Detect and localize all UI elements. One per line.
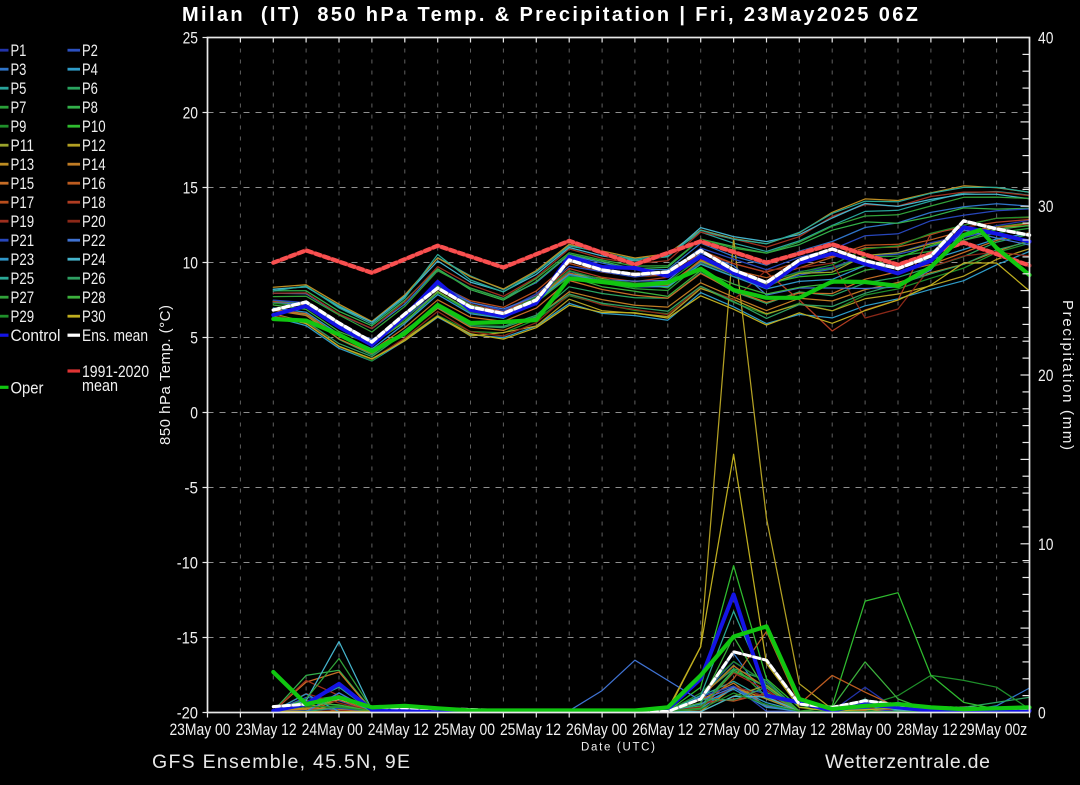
svg-text:25: 25 xyxy=(183,30,198,48)
svg-text:Milan (IT) 850 hPa Temp. & P: Milan (IT) 850 hPa Temp. & Precipitation… xyxy=(182,4,918,26)
svg-text:15: 15 xyxy=(183,180,198,198)
svg-text:P6: P6 xyxy=(82,80,98,98)
svg-text:0: 0 xyxy=(190,405,198,423)
svg-text:P12: P12 xyxy=(82,137,106,155)
svg-text:10: 10 xyxy=(183,255,198,273)
svg-text:Precipitation (mm): Precipitation (mm) xyxy=(1059,300,1076,450)
svg-text:P29: P29 xyxy=(11,308,35,326)
svg-text:26May 00: 26May 00 xyxy=(566,721,627,739)
svg-text:27May 12: 27May 12 xyxy=(764,721,825,739)
svg-text:P17: P17 xyxy=(11,194,35,212)
svg-text:P7: P7 xyxy=(11,99,27,117)
svg-text:P5: P5 xyxy=(11,80,27,98)
svg-text:-15: -15 xyxy=(177,630,198,648)
svg-text:P4: P4 xyxy=(82,61,98,79)
svg-text:P24: P24 xyxy=(82,251,106,269)
svg-text:24May 12: 24May 12 xyxy=(368,721,429,739)
svg-text:1991-2020: 1991-2020 xyxy=(82,363,149,381)
svg-text:P1: P1 xyxy=(11,42,27,60)
svg-text:23May 12: 23May 12 xyxy=(236,721,297,739)
svg-text:Control: Control xyxy=(11,327,61,345)
svg-text:GFS Ensemble, 45.5N, 9E: GFS Ensemble, 45.5N, 9E xyxy=(152,751,410,773)
svg-text:P11: P11 xyxy=(11,137,35,155)
svg-text:P16: P16 xyxy=(82,175,106,193)
svg-text:28May 00: 28May 00 xyxy=(830,721,891,739)
svg-text:25May 00: 25May 00 xyxy=(434,721,495,739)
svg-text:Date (UTC): Date (UTC) xyxy=(581,742,655,754)
svg-text:28May 12: 28May 12 xyxy=(897,721,958,739)
svg-text:25May 12: 25May 12 xyxy=(500,721,561,739)
svg-text:27May 00: 27May 00 xyxy=(698,721,759,739)
svg-text:Wetterzentrale.de: Wetterzentrale.de xyxy=(825,751,990,773)
svg-text:P19: P19 xyxy=(11,213,35,231)
svg-text:-5: -5 xyxy=(184,480,198,498)
svg-text:P14: P14 xyxy=(82,156,106,174)
svg-text:24May 00: 24May 00 xyxy=(302,721,363,739)
svg-text:20: 20 xyxy=(1038,367,1053,385)
svg-text:-10: -10 xyxy=(177,555,198,573)
svg-text:P20: P20 xyxy=(82,213,106,231)
svg-text:P26: P26 xyxy=(82,270,106,288)
svg-text:P13: P13 xyxy=(11,156,35,174)
svg-text:P10: P10 xyxy=(82,118,106,136)
svg-text:26May 12: 26May 12 xyxy=(632,721,693,739)
svg-text:P27: P27 xyxy=(11,289,35,307)
svg-text:30: 30 xyxy=(1038,198,1053,216)
svg-text:850 hPa Temp. (°C): 850 hPa Temp. (°C) xyxy=(157,305,174,445)
svg-text:0: 0 xyxy=(1038,705,1046,723)
svg-text:40: 40 xyxy=(1038,30,1053,48)
svg-text:Ens. mean: Ens. mean xyxy=(82,327,148,345)
svg-text:P3: P3 xyxy=(11,61,27,79)
svg-text:P22: P22 xyxy=(82,232,106,250)
svg-text:Oper: Oper xyxy=(11,379,44,397)
svg-text:mean: mean xyxy=(82,377,118,395)
svg-text:23May 00: 23May 00 xyxy=(169,721,230,739)
svg-text:10: 10 xyxy=(1038,536,1053,554)
svg-text:P28: P28 xyxy=(82,289,106,307)
svg-text:P9: P9 xyxy=(11,118,27,136)
svg-text:29May 00z: 29May 00z xyxy=(959,721,1027,739)
svg-text:P23: P23 xyxy=(11,251,35,269)
svg-text:P18: P18 xyxy=(82,194,106,212)
svg-text:20: 20 xyxy=(183,105,198,123)
svg-text:P30: P30 xyxy=(82,308,106,326)
svg-text:P21: P21 xyxy=(11,232,35,250)
svg-text:P2: P2 xyxy=(82,42,98,60)
svg-text:P15: P15 xyxy=(11,175,35,193)
svg-text:P8: P8 xyxy=(82,99,98,117)
svg-text:P25: P25 xyxy=(11,270,35,288)
svg-text:-20: -20 xyxy=(177,705,198,723)
svg-text:5: 5 xyxy=(190,330,198,348)
